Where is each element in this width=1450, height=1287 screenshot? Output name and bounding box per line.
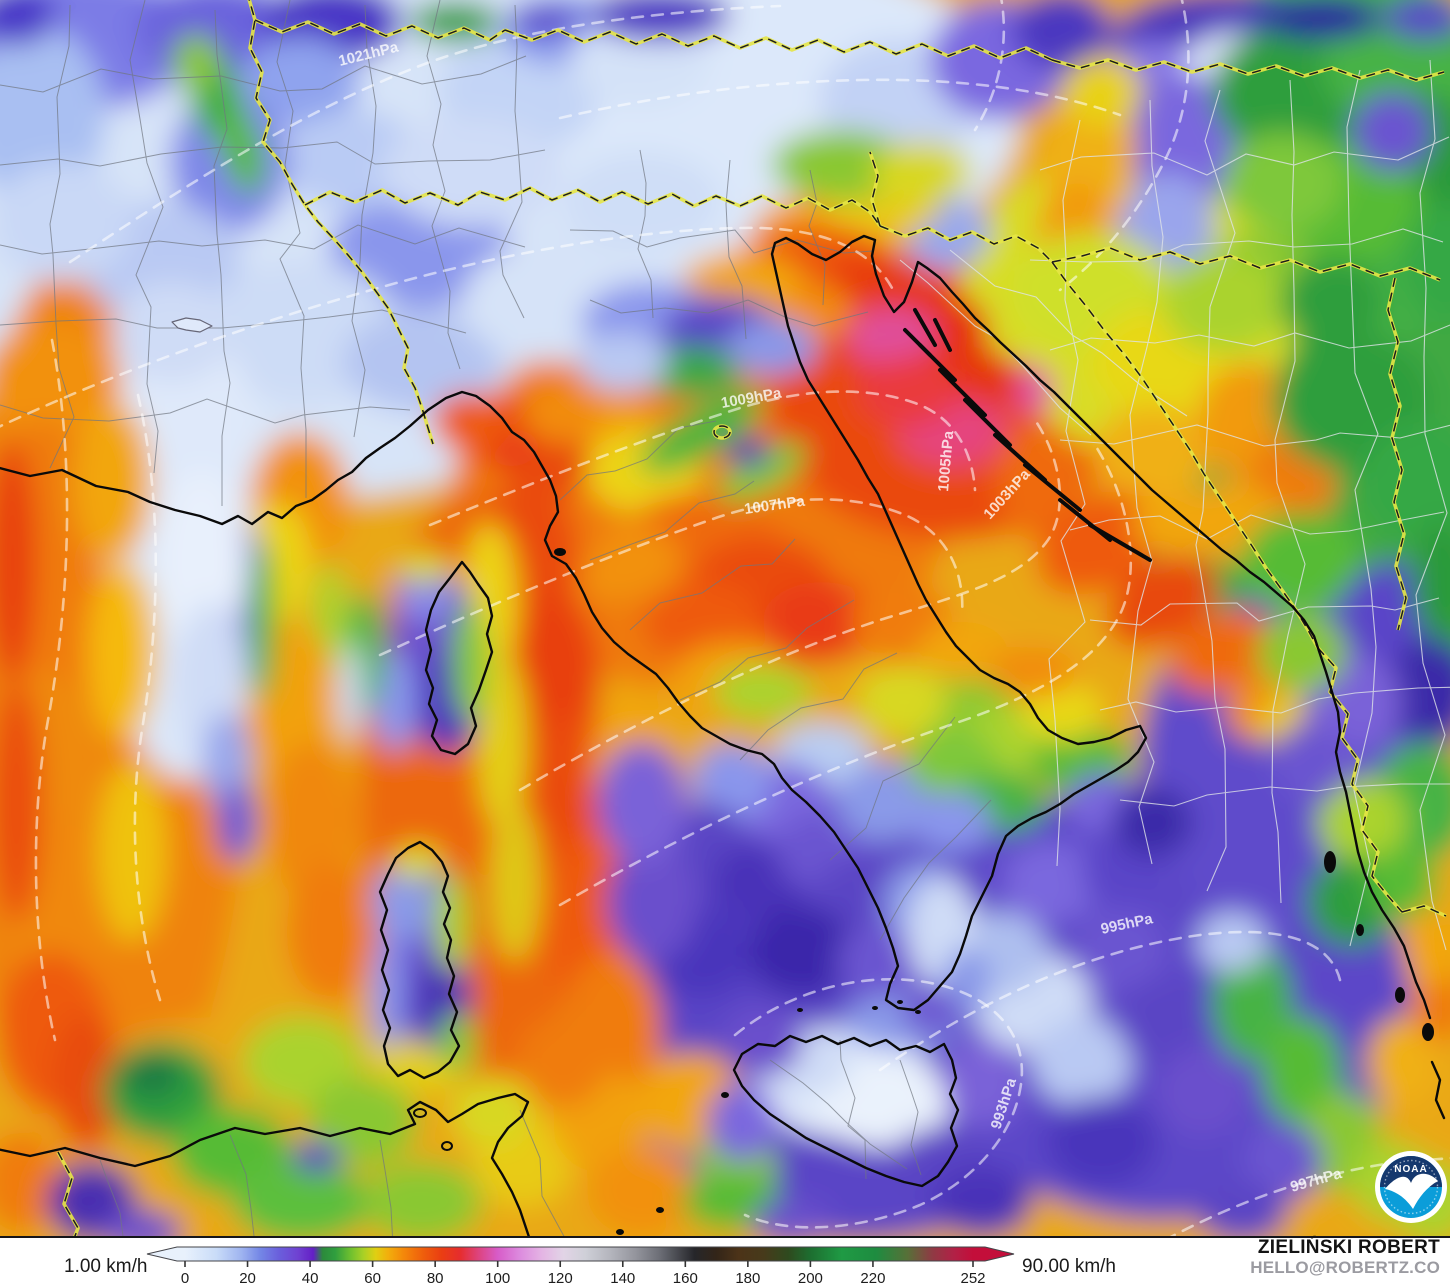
credit-block: ZIELIŃSKI ROBERT HELLO@ROBERTZ.CO <box>1250 1237 1440 1278</box>
legend-tick-label: 220 <box>860 1270 885 1287</box>
noaa-bird-icon <box>1385 1173 1438 1209</box>
legend-tick-label: 0 <box>181 1270 189 1287</box>
coastlines <box>0 234 1446 1236</box>
noaa-logo-label: NOAA <box>1394 1164 1427 1175</box>
legend-tick-label: 60 <box>364 1270 381 1287</box>
legend-tick-labels: 0 20 40 60 80 100 120 140 160 180 200 220 252 <box>181 1270 986 1287</box>
legend-tick-label: 40 <box>302 1270 319 1287</box>
legend-tick-label: 140 <box>610 1270 635 1287</box>
admin-borders-west <box>0 0 992 1236</box>
legend-tick-label: 200 <box>798 1270 823 1287</box>
legend-tick-label: 80 <box>427 1270 444 1287</box>
noaa-logo-text-ring <box>1383 1159 1439 1215</box>
legend-gradient-bar <box>146 1246 1015 1262</box>
legend-tick-label: 180 <box>735 1270 760 1287</box>
credit-name: ZIELIŃSKI ROBERT <box>1257 1237 1440 1258</box>
wind-speed-field <box>0 0 1450 1236</box>
legend-tick-label: 120 <box>548 1270 573 1287</box>
legend-tick-label: 252 <box>960 1270 985 1287</box>
legend-min-label: 1.00 km/h <box>64 1256 148 1277</box>
legend-max-label: 90.00 km/h <box>1022 1256 1116 1277</box>
weather-map: 1021hPa 1009hPa 1007hPa 1005hPa 1003hPa … <box>0 0 1450 1236</box>
legend-tick-label: 160 <box>673 1270 698 1287</box>
country-borders <box>57 0 1447 1236</box>
legend-footer: 1.00 km/h 0 20 40 60 80 100 120 140 160 180 200 220… <box>0 1236 1450 1287</box>
legend-tick-label: 20 <box>239 1270 256 1287</box>
legend-tick-label: 100 <box>485 1270 510 1287</box>
pressure-label: 1005hPa <box>935 430 957 493</box>
legend-ticks <box>184 1261 974 1267</box>
isobar-lines <box>0 0 1450 1236</box>
credit-email: HELLO@ROBERTZ.CO <box>1250 1257 1440 1277</box>
noaa-logo: NOAA <box>1375 1151 1447 1223</box>
legend-colorbar: 0 20 40 60 80 100 120 140 160 180 200 220 252 <box>146 1246 1015 1287</box>
